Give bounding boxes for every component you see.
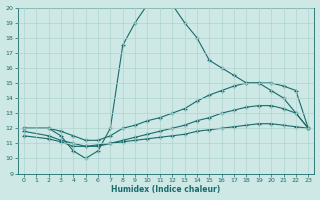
X-axis label: Humidex (Indice chaleur): Humidex (Indice chaleur)	[111, 185, 221, 194]
